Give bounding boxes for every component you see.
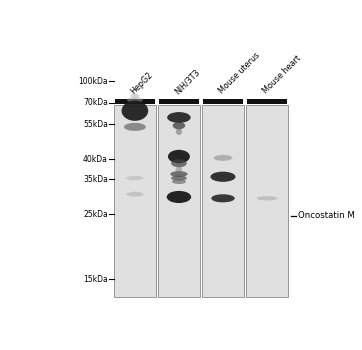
Text: 35kDa: 35kDa — [83, 175, 108, 184]
Ellipse shape — [170, 171, 188, 177]
Bar — [114, 105, 156, 297]
Ellipse shape — [167, 191, 191, 203]
Ellipse shape — [257, 196, 277, 201]
Text: Oncostatin M: Oncostatin M — [298, 211, 355, 220]
Text: 40kDa: 40kDa — [83, 155, 108, 164]
Text: 55kDa: 55kDa — [83, 120, 108, 129]
Text: HepG2: HepG2 — [129, 70, 154, 96]
Ellipse shape — [176, 128, 182, 135]
Bar — [246, 105, 288, 297]
Bar — [114, 99, 155, 104]
Text: Mouse uterus: Mouse uterus — [216, 51, 261, 96]
Ellipse shape — [130, 94, 140, 98]
Bar — [202, 105, 244, 297]
Ellipse shape — [168, 150, 190, 163]
Text: Mouse heart: Mouse heart — [261, 54, 302, 96]
Ellipse shape — [210, 172, 236, 182]
Bar — [158, 105, 200, 297]
Text: 25kDa: 25kDa — [83, 210, 108, 219]
Text: 70kDa: 70kDa — [83, 98, 108, 107]
Text: NIH/3T3: NIH/3T3 — [173, 67, 201, 96]
Ellipse shape — [211, 194, 235, 202]
Ellipse shape — [167, 112, 191, 123]
Ellipse shape — [126, 192, 143, 197]
Bar — [159, 99, 199, 104]
Ellipse shape — [124, 123, 146, 131]
Ellipse shape — [126, 176, 143, 180]
Bar — [247, 99, 287, 104]
Ellipse shape — [122, 100, 148, 121]
Bar — [203, 99, 243, 104]
Ellipse shape — [127, 97, 143, 103]
Ellipse shape — [173, 122, 185, 129]
Text: 15kDa: 15kDa — [83, 275, 108, 284]
Ellipse shape — [171, 159, 187, 167]
Ellipse shape — [171, 175, 187, 181]
Ellipse shape — [176, 167, 182, 172]
Ellipse shape — [172, 179, 186, 184]
Ellipse shape — [214, 155, 232, 161]
Text: 100kDa: 100kDa — [78, 77, 108, 86]
